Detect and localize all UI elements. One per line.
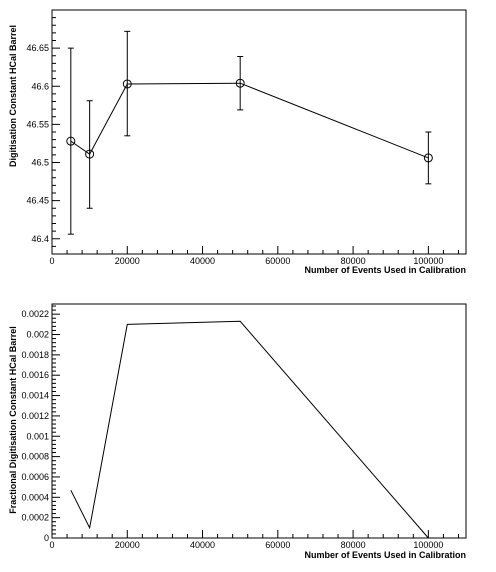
series-line <box>70 320 429 539</box>
y-axis-label: Digitisation Constant HCal Barrel <box>8 25 18 167</box>
y-tick-label: 0.0016 <box>21 370 49 380</box>
y-tick-label: 46.45 <box>26 196 49 206</box>
x-tick-label: 20000 <box>115 256 140 266</box>
y-tick-label: 46.65 <box>26 43 49 53</box>
plot-frame <box>51 303 467 539</box>
x-tick-label: 0 <box>49 256 54 266</box>
x-tick-label: 20000 <box>115 540 140 550</box>
data-point <box>423 153 433 163</box>
top-chart-panel: 0 20000 40000 60000 80000 100000 46.4 46.45 46.5… <box>8 9 467 275</box>
data-point <box>85 149 95 159</box>
y-tick-label: 0.0022 <box>21 309 49 319</box>
y-tick-label: 46.6 <box>31 81 49 91</box>
y-tick-label: 46.4 <box>31 234 49 244</box>
y-tick-label: 46.5 <box>31 158 49 168</box>
bottom-chart-panel: 0 20000 40000 60000 80000 100000 0 0.0002 0.0004… <box>8 303 467 560</box>
x-tick-label: 80000 <box>341 540 366 550</box>
x-tick-label: 60000 <box>265 256 290 266</box>
y-tick-label: 0.0018 <box>21 350 49 360</box>
x-tick-label: 100000 <box>413 540 443 550</box>
y-tick-label: 0 <box>44 533 49 543</box>
series-line <box>70 82 429 159</box>
x-tick-label: 100000 <box>413 256 443 266</box>
y-tick-label: 0.0012 <box>21 411 49 421</box>
y-tick-label: 0.002 <box>26 330 49 340</box>
y-tick-label: 0.0008 <box>21 452 49 462</box>
y-tick-label: 0.0014 <box>21 391 49 401</box>
y-tick-label: 0.0006 <box>21 472 49 482</box>
data-point <box>235 78 245 88</box>
x-tick-label: 0 <box>49 540 54 550</box>
data-point <box>122 79 132 89</box>
x-tick-label: 40000 <box>190 540 215 550</box>
y-tick-label: 0.001 <box>26 431 49 441</box>
y-axis-label: Fractional Digitisation Constant HCal Ba… <box>8 326 18 514</box>
x-axis-label: Number of Events Used in Calibration <box>304 265 466 275</box>
x-tick-label: 60000 <box>265 540 290 550</box>
data-point <box>66 136 76 146</box>
plot-frame <box>51 9 467 255</box>
x-tick-label: 40000 <box>190 256 215 266</box>
x-tick-label: 80000 <box>341 256 366 266</box>
x-axis-label: Number of Events Used in Calibration <box>304 550 466 560</box>
y-tick-label: 46.55 <box>26 119 49 129</box>
y-tick-label: 0.0002 <box>21 513 49 523</box>
y-tick-label: 0.0004 <box>21 492 49 502</box>
